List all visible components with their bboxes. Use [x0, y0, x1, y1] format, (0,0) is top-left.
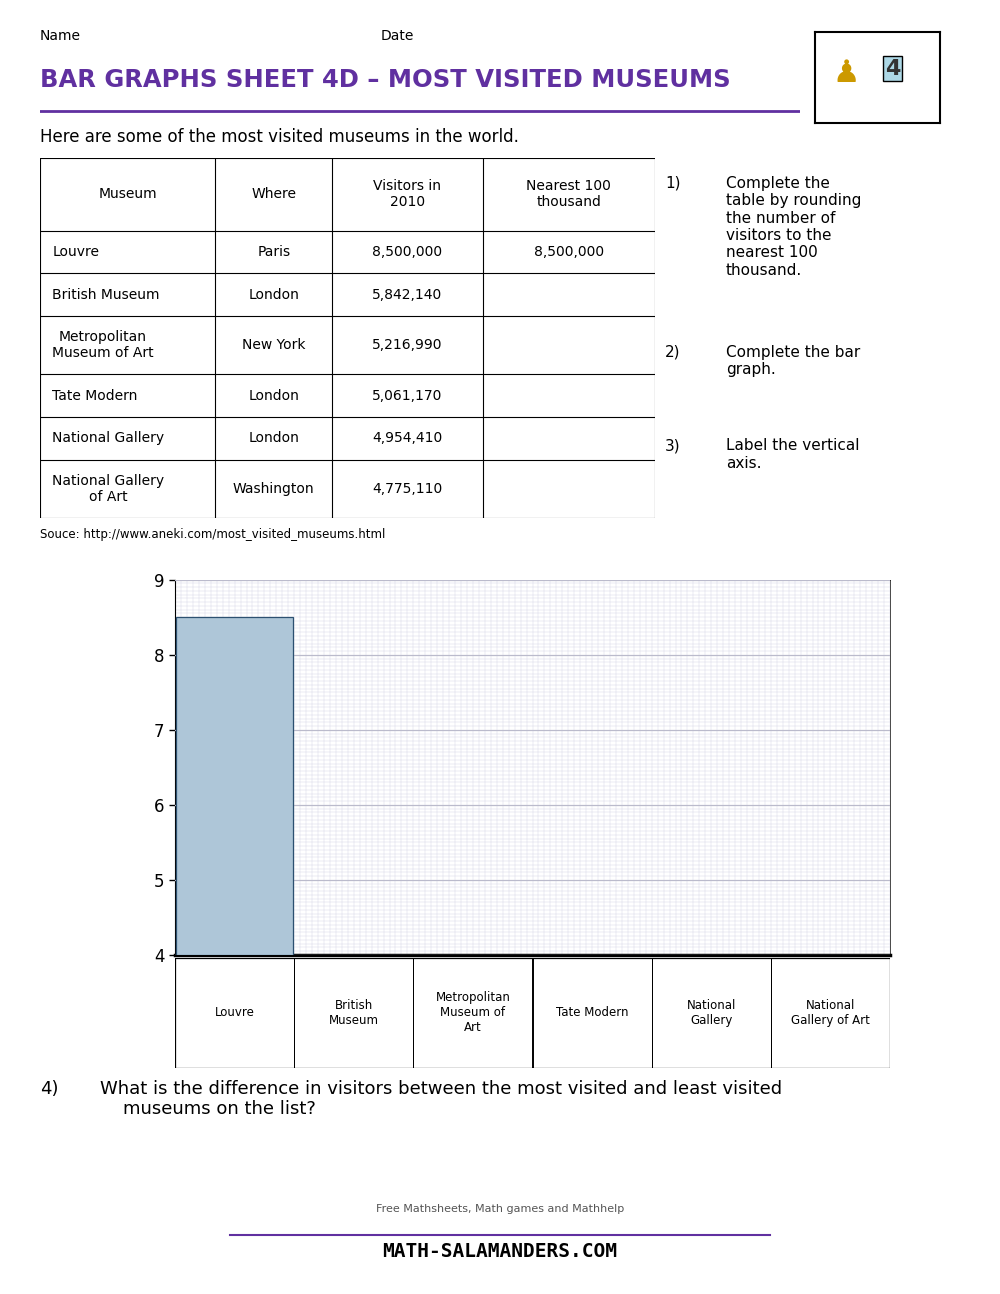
- Text: Metropolitan
Museum of Art: Metropolitan Museum of Art: [52, 330, 154, 360]
- Text: Metropolitan
Museum of
Art: Metropolitan Museum of Art: [435, 991, 510, 1034]
- Text: Museum: Museum: [98, 188, 157, 201]
- Text: Paris: Paris: [257, 245, 290, 259]
- Text: ♟: ♟: [833, 58, 860, 88]
- Text: 5,061,170: 5,061,170: [372, 388, 443, 402]
- Text: BAR GRAPHS SHEET 4D – MOST VISITED MUSEUMS: BAR GRAPHS SHEET 4D – MOST VISITED MUSEU…: [40, 67, 731, 92]
- Text: 2): 2): [665, 345, 680, 360]
- Text: Name: Name: [40, 28, 81, 43]
- Text: Free Mathsheets, Math games and Mathhelp: Free Mathsheets, Math games and Mathhelp: [376, 1205, 624, 1215]
- Text: 4): 4): [40, 1079, 58, 1097]
- Text: 3): 3): [665, 439, 681, 453]
- Text: Souce: http://www.aneki.com/most_visited_museums.html: Souce: http://www.aneki.com/most_visited…: [40, 528, 385, 541]
- Text: Tate Modern: Tate Modern: [556, 1005, 628, 1020]
- Text: MATH-SALAMANDERS.COM: MATH-SALAMANDERS.COM: [382, 1242, 618, 1260]
- Text: Washington: Washington: [233, 481, 315, 496]
- Text: 4: 4: [885, 58, 900, 79]
- Text: London: London: [248, 287, 299, 302]
- Text: New York: New York: [242, 338, 305, 352]
- Text: 4,775,110: 4,775,110: [372, 481, 443, 496]
- Text: 8,500,000: 8,500,000: [372, 245, 443, 259]
- Text: National
Gallery of Art: National Gallery of Art: [791, 999, 870, 1026]
- Text: Visitors in
2010: Visitors in 2010: [373, 179, 441, 210]
- Text: London: London: [248, 388, 299, 402]
- Text: Label the vertical
axis.: Label the vertical axis.: [726, 439, 860, 471]
- Bar: [175, 958, 294, 1068]
- Bar: [771, 958, 890, 1068]
- Text: 5,842,140: 5,842,140: [372, 287, 443, 302]
- Text: British
Museum: British Museum: [329, 999, 379, 1026]
- Text: Nearest 100
thousand: Nearest 100 thousand: [526, 179, 611, 210]
- Text: National
Gallery: National Gallery: [687, 999, 736, 1026]
- Text: National Gallery: National Gallery: [52, 431, 164, 445]
- Text: Tate Modern: Tate Modern: [52, 388, 138, 402]
- Text: National Gallery
of Art: National Gallery of Art: [52, 474, 164, 503]
- Text: Louvre: Louvre: [215, 1005, 255, 1020]
- Text: 5,216,990: 5,216,990: [372, 338, 443, 352]
- Text: London: London: [248, 431, 299, 445]
- Text: Where: Where: [251, 188, 296, 201]
- Text: What is the difference in visitors between the most visited and least visited
  : What is the difference in visitors betwe…: [100, 1079, 782, 1118]
- Bar: [413, 958, 532, 1068]
- Bar: [176, 617, 293, 955]
- Text: Complete the
table by rounding
the number of
visitors to the
nearest 100
thousan: Complete the table by rounding the numbe…: [726, 176, 861, 278]
- Text: Louvre: Louvre: [52, 245, 99, 259]
- Text: Date: Date: [380, 28, 414, 43]
- Text: Here are some of the most visited museums in the world.: Here are some of the most visited museum…: [40, 128, 519, 146]
- Text: 4,954,410: 4,954,410: [372, 431, 443, 445]
- Bar: [294, 958, 413, 1068]
- Text: 8,500,000: 8,500,000: [534, 245, 604, 259]
- Bar: [532, 958, 652, 1068]
- Text: British Museum: British Museum: [52, 287, 160, 302]
- Bar: [652, 958, 771, 1068]
- Text: Complete the bar
graph.: Complete the bar graph.: [726, 345, 860, 378]
- Text: 1): 1): [665, 176, 680, 190]
